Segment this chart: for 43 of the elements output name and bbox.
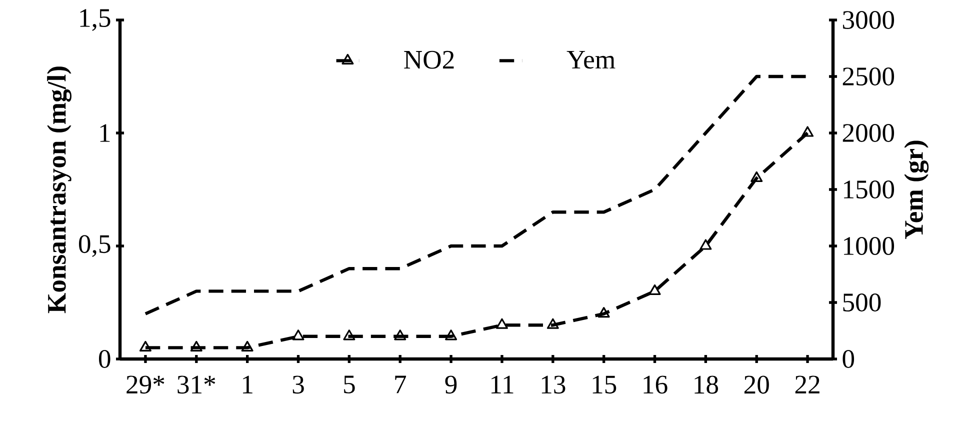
point xyxy=(496,318,508,329)
x-tick-label: 5 xyxy=(344,376,355,394)
x-tick-label: 9 xyxy=(445,376,457,394)
x-tick-label: 3 xyxy=(292,376,304,394)
legend-label: Yem xyxy=(566,50,616,69)
point xyxy=(648,284,661,295)
point xyxy=(241,340,254,352)
y2-tick-label: 0 xyxy=(842,350,854,368)
y-axis-title: Konsantrasyon (mg/l) xyxy=(47,66,72,314)
x-tick-label: 13 xyxy=(542,376,566,394)
y-tick-label: 0,5 xyxy=(78,235,110,257)
y2-axis-title: Yem (gr) xyxy=(904,140,929,240)
x-tick-label: 16 xyxy=(644,376,668,394)
x-tick-label: 11 xyxy=(491,376,514,394)
x-tick-label: 20 xyxy=(744,376,769,394)
y2-tick-label: 2000 xyxy=(842,124,894,142)
legend-label: NO2 xyxy=(404,50,454,69)
point xyxy=(598,306,610,318)
x-tick-label: 15 xyxy=(592,376,616,394)
x-tick-label: 1 xyxy=(243,376,252,394)
y-tick-label: 0 xyxy=(98,350,110,368)
point xyxy=(700,239,712,250)
x-tick-label: 22 xyxy=(795,376,820,394)
point xyxy=(802,126,814,137)
y-tick-label: 1 xyxy=(100,124,110,142)
y2-tick-label: 1000 xyxy=(844,237,894,255)
point xyxy=(546,318,559,329)
y2-tick-label: 3000 xyxy=(843,11,894,29)
x-tick-label: 29* xyxy=(126,376,164,394)
y2-tick-label: 2500 xyxy=(842,68,894,86)
y2-tick-label: 500 xyxy=(843,294,881,312)
point xyxy=(394,330,406,340)
point xyxy=(292,330,304,340)
x-tick-label: 31* xyxy=(178,376,216,394)
point xyxy=(750,171,763,182)
y-tick-label: 1,5 xyxy=(80,9,110,31)
point xyxy=(343,330,356,340)
point xyxy=(139,340,152,352)
y2-tick-label: 1500 xyxy=(844,180,894,198)
point xyxy=(190,340,202,352)
x-tick-label: 7 xyxy=(395,376,406,394)
x-tick-label: 18 xyxy=(694,376,718,394)
point xyxy=(445,330,458,340)
